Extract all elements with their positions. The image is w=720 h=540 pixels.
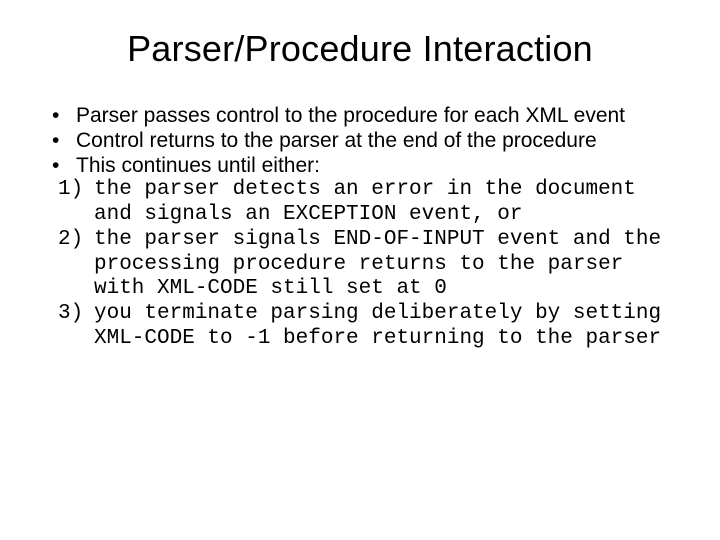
numbered-item: the parser signals END-OF-INPUT event an… [58,228,680,302]
bullet-item: Parser passes control to the procedure f… [48,104,680,129]
slide: Parser/Procedure Interaction Parser pass… [0,0,720,540]
slide-title: Parser/Procedure Interaction [40,28,680,70]
bullet-list: Parser passes control to the procedure f… [40,104,680,178]
bullet-item: This continues until either: [48,154,680,179]
numbered-list: the parser detects an error in the docum… [40,178,680,351]
bullet-item: Control returns to the parser at the end… [48,129,680,154]
numbered-item: the parser detects an error in the docum… [58,178,680,228]
numbered-item: you terminate parsing deliberately by se… [58,302,680,352]
